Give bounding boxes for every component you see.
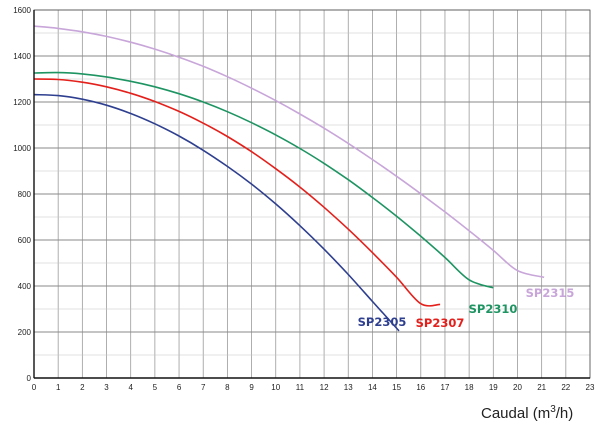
x-axis-title: Caudal (m3/h) [481, 404, 573, 422]
series-line-sp2315 [33, 25, 545, 279]
x-tick-label: 17 [441, 383, 450, 392]
x-tick-label: 10 [271, 383, 280, 392]
x-tick-label: 1 [56, 383, 61, 392]
series-label-sp2310: SP2310 [469, 302, 518, 316]
x-tick-label: 4 [128, 383, 133, 392]
x-tick-label: 6 [177, 383, 182, 392]
x-tick-label: 18 [465, 383, 474, 392]
x-tick-label: 0 [32, 383, 37, 392]
series-line-sp2307 [33, 78, 441, 307]
x-axis-title-end: /h) [556, 405, 574, 422]
x-tick-label: 11 [296, 383, 305, 392]
chart-grid [33, 9, 591, 379]
x-tick-label: 22 [561, 383, 570, 392]
x-axis-title-main: Caudal (m [481, 405, 550, 422]
y-tick-label: 1600 [13, 6, 31, 15]
series-labels: SP2305 SP2307 SP2310 SP2315 [358, 286, 575, 330]
x-tick-label: 3 [104, 383, 109, 392]
y-tick-label: 600 [18, 236, 32, 245]
y-tick-label: 1000 [13, 144, 31, 153]
series-lines [33, 25, 545, 332]
x-tick-label: 23 [586, 383, 595, 392]
x-tick-label: 15 [392, 383, 401, 392]
y-tick-label: 200 [18, 328, 32, 337]
x-tick-label: 7 [201, 383, 206, 392]
y-tick-label: 1400 [13, 52, 31, 61]
series-line-sp2305 [33, 93, 400, 332]
x-tick-label: 9 [249, 383, 254, 392]
tick-labels: 0 1 2 3 4 5 6 7 8 9 10 11 12 13 14 15 16 17 18 19 20 21 22 2302… [13, 6, 595, 392]
series-label-sp2305: SP2305 [358, 315, 407, 329]
x-tick-label: 19 [489, 383, 498, 392]
x-tick-label: 8 [225, 383, 230, 392]
chart-axes [33, 9, 591, 379]
y-tick-label: 1200 [13, 98, 31, 107]
x-tick-label: 5 [153, 383, 158, 392]
x-tick-label: 2 [80, 383, 85, 392]
y-tick-label: 0 [27, 374, 32, 383]
x-tick-label: 16 [416, 383, 425, 392]
series-label-sp2307: SP2307 [416, 316, 465, 330]
x-axis-title-superscript: 3 [550, 404, 556, 415]
series-line-sp2310 [33, 71, 494, 289]
x-tick-label: 21 [537, 383, 546, 392]
x-tick-label: 20 [513, 383, 522, 392]
y-tick-label: 800 [18, 190, 32, 199]
series-label-sp2315: SP2315 [526, 286, 575, 300]
x-tick-label: 14 [368, 383, 377, 392]
x-tick-label: 12 [320, 383, 329, 392]
y-tick-label: 400 [18, 282, 32, 291]
x-tick-label: 13 [344, 383, 353, 392]
